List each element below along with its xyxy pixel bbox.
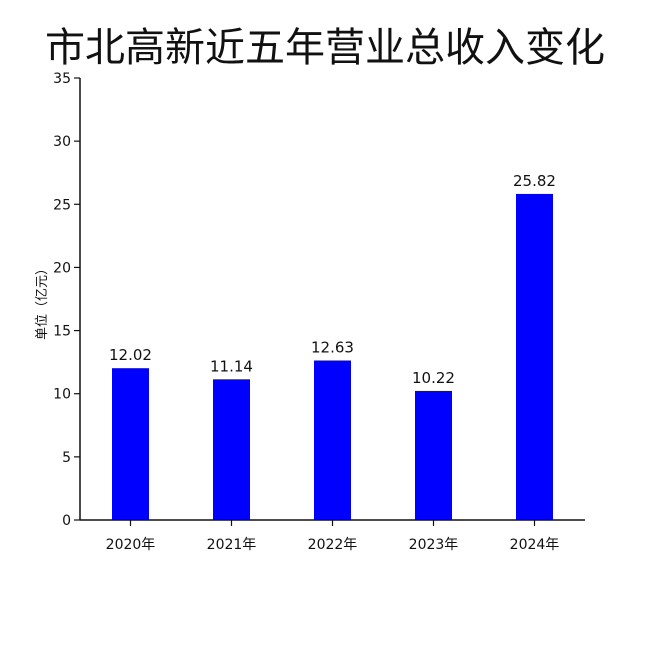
chart-title: 市北高新近五年营业总收入变化	[45, 25, 605, 71]
y-axis-label: 单位（亿元）	[35, 262, 50, 340]
x-tick-label: 2021年	[207, 537, 257, 553]
x-tick-label: 2023年	[409, 537, 459, 553]
x-tick-label: 2024年	[510, 537, 560, 553]
bar	[213, 379, 250, 520]
y-tick-label: 25	[53, 197, 71, 213]
data-label: 12.63	[311, 339, 354, 357]
bar	[516, 193, 553, 520]
x-tick-label: 2022年	[308, 537, 358, 553]
data-label: 11.14	[210, 357, 253, 375]
y-tick-label: 15	[53, 324, 71, 340]
bar	[415, 390, 452, 520]
data-label: 12.02	[109, 346, 152, 364]
bar	[314, 360, 351, 520]
y-tick-label: 20	[53, 260, 71, 276]
y-tick-label: 0	[62, 513, 71, 529]
y-tick-label: 35	[53, 71, 71, 87]
data-label: 10.22	[412, 369, 455, 387]
bar	[112, 368, 149, 520]
x-tick-label: 2020年	[106, 537, 156, 553]
y-tick-label: 5	[62, 450, 71, 466]
data-label: 25.82	[513, 172, 556, 190]
y-tick-label: 30	[53, 134, 71, 150]
y-tick-label: 10	[53, 387, 71, 403]
